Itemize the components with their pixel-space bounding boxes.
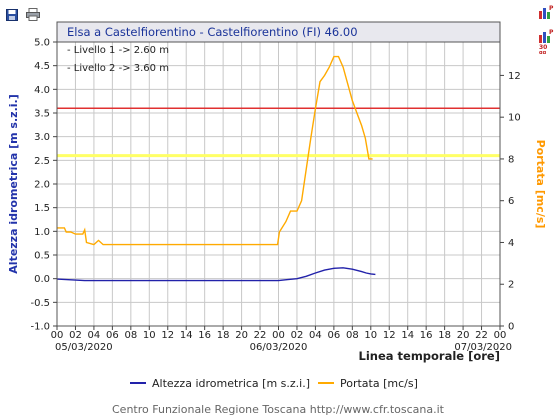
y-left-tick-label: 2.0: [34, 180, 50, 191]
threshold-annotation: - Livello 2 -> 3.60 m: [67, 63, 169, 74]
y-right-tick-label: 2: [508, 280, 514, 291]
x-date-label: 07/03/2020: [454, 342, 512, 353]
bar-chart-30gg-icon[interactable]: P 30 gg: [538, 28, 554, 56]
svg-text:gg: gg: [539, 50, 547, 54]
series-line-water-level: [56, 267, 376, 282]
threshold-annotation: - Livello 1 -> 2.60 m: [67, 45, 169, 56]
x-tick-label: 22: [475, 330, 488, 341]
y-right-tick-label: 6: [508, 196, 514, 207]
x-date-label: 05/03/2020: [55, 342, 113, 353]
y-left-tick-label: 1.0: [34, 227, 50, 238]
series-line-discharge: [57, 55, 373, 246]
y-left-tick-label: 2.5: [34, 156, 50, 167]
x-tick-label: 14: [180, 330, 193, 341]
y-left-tick-label: 4.5: [34, 61, 50, 72]
y-left-tick-label: 5.0: [34, 38, 50, 49]
x-tick-label: 18: [438, 330, 451, 341]
x-tick-label: 12: [161, 330, 174, 341]
y-right-tick-label: 10: [508, 113, 521, 124]
x-tick-label: 08: [346, 330, 359, 341]
y-left-tick-label: -0.5: [30, 298, 50, 309]
x-tick-label: 04: [309, 330, 322, 341]
svg-text:P: P: [549, 29, 554, 36]
x-tick-label: 00: [51, 330, 64, 341]
x-tick-label: 02: [291, 330, 304, 341]
x-axis-title: Linea temporale [ore]: [359, 349, 501, 363]
x-tick-label: 04: [88, 330, 101, 341]
y-right-tick-label: 12: [508, 71, 521, 82]
svg-text:P: P: [549, 5, 554, 12]
x-tick-label: 00: [494, 330, 507, 341]
svg-text:30: 30: [539, 44, 547, 51]
x-date-label: 06/03/2020: [250, 342, 308, 353]
x-tick-label: 06: [328, 330, 341, 341]
y-right-tick-label: 0: [508, 322, 514, 333]
x-tick-label: 02: [69, 330, 82, 341]
y-right-tick-label: 4: [508, 238, 514, 249]
y-left-tick-label: 3.0: [34, 132, 50, 143]
x-tick-label: 10: [364, 330, 377, 341]
x-tick-label: 12: [383, 330, 396, 341]
bar-chart-p-icon[interactable]: P: [538, 4, 554, 20]
legend-label: Portata [mc/s]: [340, 377, 418, 390]
x-tick-label: 16: [420, 330, 433, 341]
y-left-tick-label: 3.5: [34, 109, 50, 120]
printer-icon[interactable]: [26, 6, 40, 21]
save-icon[interactable]: [6, 6, 18, 21]
legend-label: Altezza idrometrica [m s.z.i.]: [152, 377, 310, 390]
x-tick-label: 06: [106, 330, 119, 341]
y-left-tick-label: 0.5: [34, 251, 50, 262]
y-left-axis-title: Altezza idrometrica [m s.z.i.]: [7, 94, 20, 273]
y-left-tick-label: 1.5: [34, 203, 50, 214]
x-tick-label: 18: [217, 330, 230, 341]
x-tick-label: 20: [457, 330, 470, 341]
x-tick-label: 00: [272, 330, 285, 341]
chart-title: Elsa a Castelfiorentino - Castelfiorenti…: [67, 25, 358, 39]
x-tick-label: 22: [254, 330, 267, 341]
y-left-tick-label: -1.0: [30, 322, 50, 333]
x-tick-label: 10: [143, 330, 156, 341]
x-tick-label: 14: [401, 330, 414, 341]
x-tick-label: 16: [198, 330, 211, 341]
x-tick-label: 08: [124, 330, 137, 341]
y-left-tick-label: 0.0: [34, 274, 50, 285]
x-tick-label: 20: [235, 330, 248, 341]
y-right-axis-title: Portata [mc/s]: [534, 140, 547, 229]
footer-credit: Centro Funzionale Regione Toscana http:/…: [112, 403, 445, 416]
y-right-tick-label: 8: [508, 154, 514, 165]
y-left-tick-label: 4.0: [34, 85, 50, 96]
